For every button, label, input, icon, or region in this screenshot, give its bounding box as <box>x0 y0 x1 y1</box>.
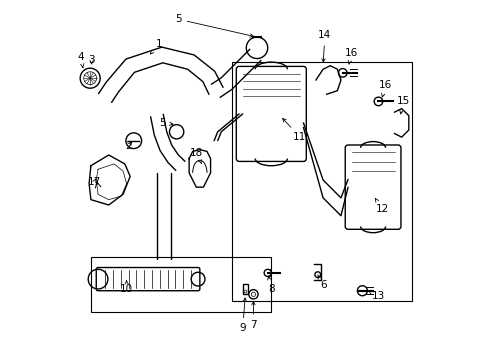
Text: 5: 5 <box>175 14 253 37</box>
Bar <box>242 284 247 294</box>
Text: 13: 13 <box>368 291 384 301</box>
Text: 16: 16 <box>378 80 391 97</box>
Text: 11: 11 <box>282 118 306 142</box>
Text: 3: 3 <box>88 55 95 65</box>
Text: 5: 5 <box>159 118 173 128</box>
Text: 12: 12 <box>374 198 388 213</box>
Text: 1: 1 <box>150 39 162 54</box>
Text: 4: 4 <box>78 52 84 67</box>
Text: 14: 14 <box>318 30 331 62</box>
Text: 10: 10 <box>120 281 133 294</box>
Text: 7: 7 <box>249 302 256 330</box>
Text: 18: 18 <box>189 148 203 163</box>
Text: 6: 6 <box>317 275 325 291</box>
Text: 15: 15 <box>396 96 409 114</box>
Text: 8: 8 <box>267 276 274 294</box>
Text: 9: 9 <box>239 298 246 333</box>
Text: 17: 17 <box>88 177 101 187</box>
Text: 2: 2 <box>125 141 131 151</box>
Text: 16: 16 <box>345 48 358 64</box>
